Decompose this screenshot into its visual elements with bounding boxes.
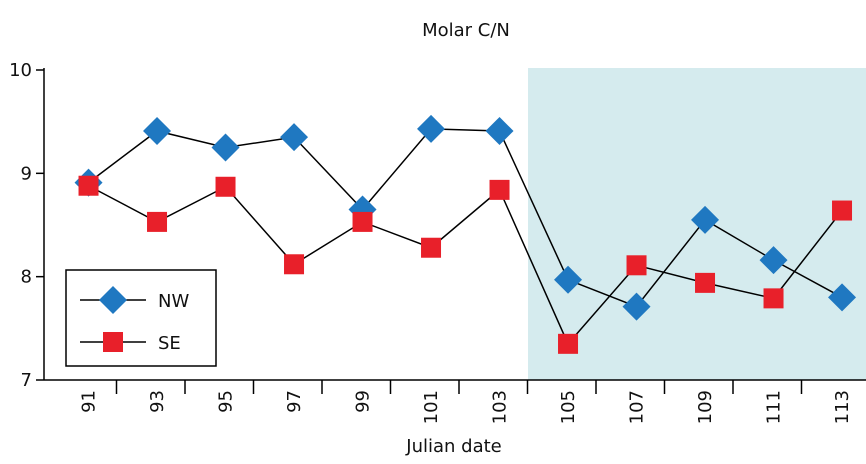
y-tick-label: 9	[21, 163, 32, 184]
series-line	[88, 128, 843, 308]
marker	[417, 114, 446, 143]
marker	[352, 211, 373, 232]
legend-label: SE	[158, 333, 181, 354]
marker	[485, 116, 514, 145]
marker	[489, 179, 510, 200]
marker	[691, 205, 720, 234]
x-tick-label: 99	[353, 390, 374, 413]
x-tick-label: 107	[627, 390, 648, 424]
marker	[211, 133, 240, 162]
marker	[832, 200, 853, 221]
marker	[763, 288, 784, 309]
x-tick-label: 113	[832, 390, 853, 424]
x-axis-label: Julian date	[405, 436, 501, 457]
marker	[759, 246, 788, 275]
marker	[280, 123, 309, 152]
legend-box	[65, 269, 217, 367]
x-tick-label: 109	[695, 390, 716, 424]
x-tick-label: 101	[421, 390, 442, 424]
marker	[215, 176, 236, 197]
y-tick-label: 7	[21, 370, 32, 391]
marker	[622, 292, 651, 321]
x-tick-label: 97	[284, 390, 305, 413]
y-tick-label: 8	[21, 267, 32, 288]
marker	[147, 211, 168, 232]
x-tick-label: 111	[764, 390, 785, 424]
legend-label: NW	[158, 291, 189, 312]
marker	[421, 237, 442, 258]
marker	[558, 333, 579, 354]
marker	[78, 175, 99, 196]
marker	[554, 265, 583, 294]
marker	[143, 116, 172, 145]
x-tick-label: 91	[79, 390, 100, 413]
x-tick-label: 105	[558, 390, 579, 424]
y-tick-label: 10	[9, 60, 32, 81]
legend-marker	[103, 332, 123, 352]
series-line	[88, 185, 843, 346]
marker	[284, 254, 305, 275]
x-tick-label: 93	[147, 390, 168, 413]
marker	[626, 255, 647, 276]
marker	[828, 283, 857, 312]
x-tick-label: 103	[490, 390, 511, 424]
chart-title: Molar C/N	[422, 20, 510, 41]
legend-marker	[99, 286, 127, 314]
x-tick-label: 95	[216, 390, 237, 413]
marker	[695, 272, 716, 293]
